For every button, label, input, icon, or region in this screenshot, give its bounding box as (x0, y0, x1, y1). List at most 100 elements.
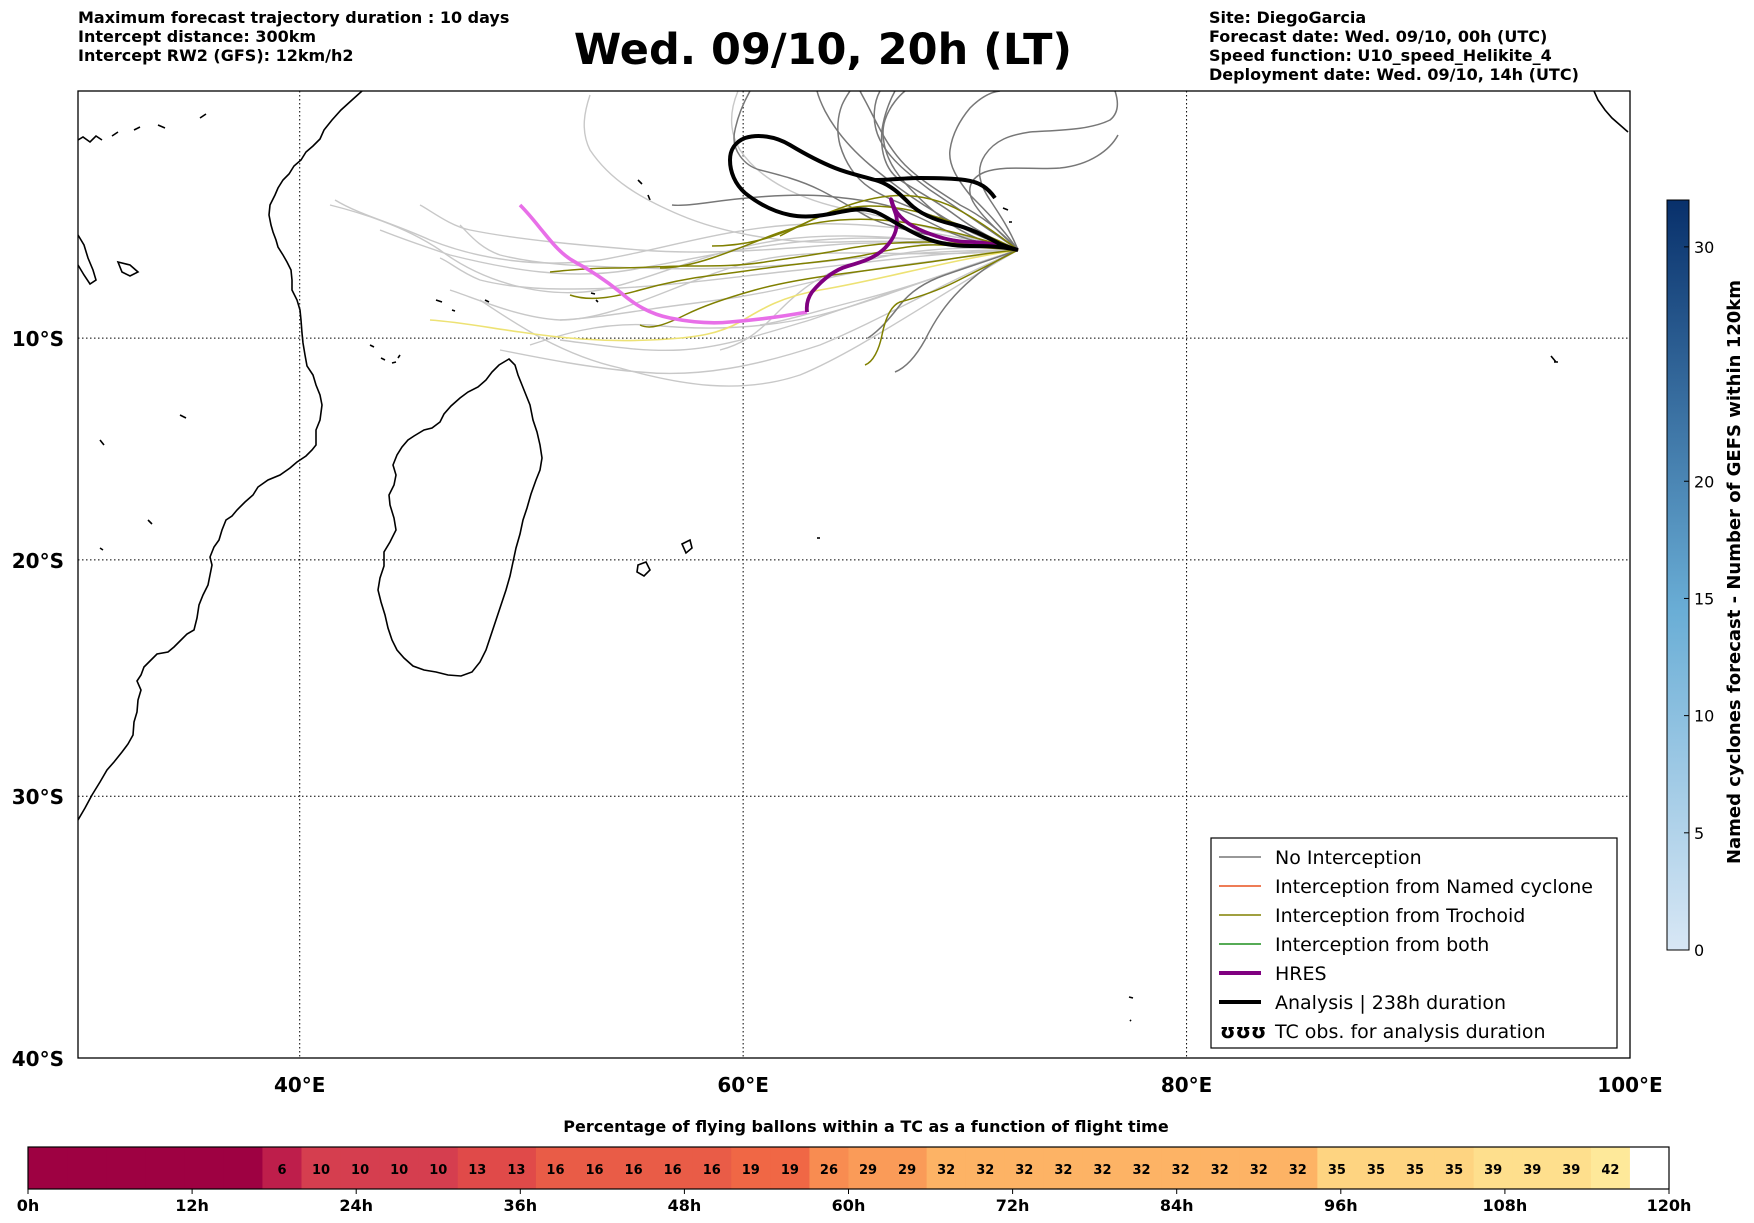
time-label: 108h (1483, 1196, 1528, 1215)
trochoid-trajectory (864, 249, 1019, 366)
colorbar-cell: 16 (535, 1147, 576, 1189)
header-right-line: Site: DiegoGarcia (1209, 8, 1367, 27)
colorbar-cell-value: 32 (1054, 1163, 1072, 1178)
analysis-trajectory-branch (874, 175, 997, 200)
legend-label: Interception from Named cyclone (1275, 876, 1593, 898)
colorbar-cell: 10 (418, 1147, 459, 1189)
colorbar-bottom-title: Percentage of flying ballons within a TC… (563, 1117, 1169, 1136)
colorbar-bottom: Percentage of flying ballons within a TC… (17, 1117, 1692, 1215)
colorbar-cell-value: 32 (1015, 1163, 1033, 1178)
colorbar-cell: 10 (379, 1147, 420, 1189)
header-right-line: Deployment date: Wed. 09/10, 14h (UTC) (1209, 65, 1579, 84)
colorbar-cell: 32 (1082, 1147, 1123, 1189)
header-left-line: Intercept RW2 (GFS): 12km/h2 (78, 46, 354, 65)
main-title-text: Wed. 09/10, 20h (LT) (573, 25, 1073, 75)
colorbar-cell (184, 1147, 224, 1189)
colorbar-cell-fill (457, 1147, 498, 1189)
colorbar-cell-fill (1512, 1147, 1553, 1189)
colorbar-cell: 32 (1200, 1147, 1240, 1189)
colorbar-cell-fill (575, 1147, 615, 1189)
colorbar-cell-value: 32 (1211, 1163, 1229, 1178)
colorbar-cell-value: 32 (1093, 1163, 1111, 1178)
arabia-coastline (78, 113, 207, 144)
colorbar-cell-value: 29 (898, 1163, 916, 1178)
legend-label: Analysis | 238h duration (1275, 992, 1506, 1014)
colorbar-cell: 19 (770, 1147, 811, 1189)
legend-label: Interception from Trochoid (1275, 905, 1525, 927)
colorbar-cell-value: 16 (664, 1163, 682, 1178)
trochoid-trajectory (659, 218, 1019, 269)
colorbar-cell-value: 19 (781, 1163, 799, 1178)
graticule (78, 91, 1630, 1058)
colorbar-cell: 13 (457, 1147, 498, 1189)
colorbar-cell-fill (223, 1147, 264, 1189)
colorbar-cell-value: 6 (277, 1163, 286, 1178)
colorbar-cell: 39 (1473, 1147, 1514, 1189)
colorbar-cell-value: 16 (625, 1163, 643, 1178)
colorbar-cell: 35 (1395, 1147, 1436, 1189)
colorbar-cell: 39 (1512, 1147, 1553, 1189)
time-label: 96h (1324, 1196, 1358, 1215)
africa-coastline (78, 91, 363, 821)
colorbar-cell-value: 10 (312, 1163, 330, 1178)
lat-tick-label: 20°S (12, 549, 64, 573)
no-interception-trajectory (969, 134, 1119, 251)
colorbar-cell: 35 (1434, 1147, 1475, 1189)
header-right-line: Forecast date: Wed. 09/10, 00h (UTC) (1209, 27, 1548, 46)
legend-item: Interception from Named cyclone (1219, 876, 1593, 898)
colorbar-cell-value: 16 (546, 1163, 564, 1178)
colorbar-cell-fill (1356, 1147, 1397, 1189)
colorbar-cell: 29 (887, 1147, 928, 1189)
mauritius-island (680, 538, 693, 555)
colorbar-cell: 32 (965, 1147, 1006, 1189)
colorbar-cell-fill (731, 1147, 771, 1189)
legend-item: ʊʊʊ TC obs. for analysis duration (1220, 1019, 1546, 1043)
legend-label: No Interception (1275, 847, 1422, 869)
colorbar-cell-value: 35 (1367, 1163, 1385, 1178)
colorbar-cell-fill (301, 1147, 342, 1189)
colorbar-cell: 29 (848, 1147, 889, 1189)
colorbar-right-ticks: 0 5 10 15 20 30 (1684, 238, 1714, 960)
no-interception-trajectory (949, 91, 1019, 251)
legend-box (1210, 837, 1618, 1049)
map-axis-labels: 10°S 20°S 30°S 40°S 40°E 60°E 80°E 100°E (12, 327, 1663, 1097)
no-interception-trajectory (859, 91, 1019, 251)
legend-label: Interception from both (1275, 934, 1489, 956)
lat-tick-label: 10°S (12, 327, 64, 351)
colorbar-right-gradient (1666, 199, 1690, 951)
colorbar-cell-fill (1473, 1147, 1514, 1189)
colorbar-cell-fill (965, 1147, 1006, 1189)
colorbar-cell-fill (1200, 1147, 1240, 1189)
colorbar-cell-fill (848, 1147, 889, 1189)
colorbar-cell-fill (1043, 1147, 1084, 1189)
colorbar-cell-fill (1082, 1147, 1123, 1189)
hres-trajectory (804, 197, 1019, 313)
colorbar-cell (223, 1147, 264, 1189)
faded-trajectory (439, 249, 1019, 290)
lon-tick-label: 60°E (717, 1073, 769, 1097)
colorbar-cell: 13 (496, 1147, 537, 1189)
colorbar-cell-value: 35 (1406, 1163, 1424, 1178)
faded-trajectory (719, 247, 1019, 351)
socotra-island (116, 260, 140, 277)
colorbar-bottom-cells: 6 10 10 10 10 13 13 16 16 16 16 16 19 19 26 29 29 32 32 32 3… (28, 1147, 1670, 1189)
lat-tick-label: 30°S (12, 785, 64, 809)
colorbar-cell: 16 (653, 1147, 693, 1189)
colorbar-cell (67, 1147, 107, 1189)
reunion-island (636, 560, 651, 577)
madagascar-island (377, 357, 543, 677)
main-title: Wed. 09/10, 20h (LT) (0, 24, 1754, 76)
colorbar-cell-value: 35 (1445, 1163, 1463, 1178)
colorbar-right-tick-label: 0 (1694, 941, 1704, 960)
faded-trajectory (459, 224, 1019, 270)
colorbar-cell-fill (1590, 1147, 1631, 1189)
colorbar-right-label: Named cyclones forecast - Number of GEFS… (1724, 280, 1745, 864)
legend-item: No Interception (1219, 847, 1422, 869)
coastlines (78, 91, 1629, 1022)
trochoid-trajectory (639, 249, 1019, 328)
faded-trajectory (329, 204, 1019, 294)
colorbar-cell: 19 (731, 1147, 771, 1189)
colorbar-cell: 26 (809, 1147, 850, 1189)
colorbar-cell-fill (1629, 1147, 1670, 1189)
